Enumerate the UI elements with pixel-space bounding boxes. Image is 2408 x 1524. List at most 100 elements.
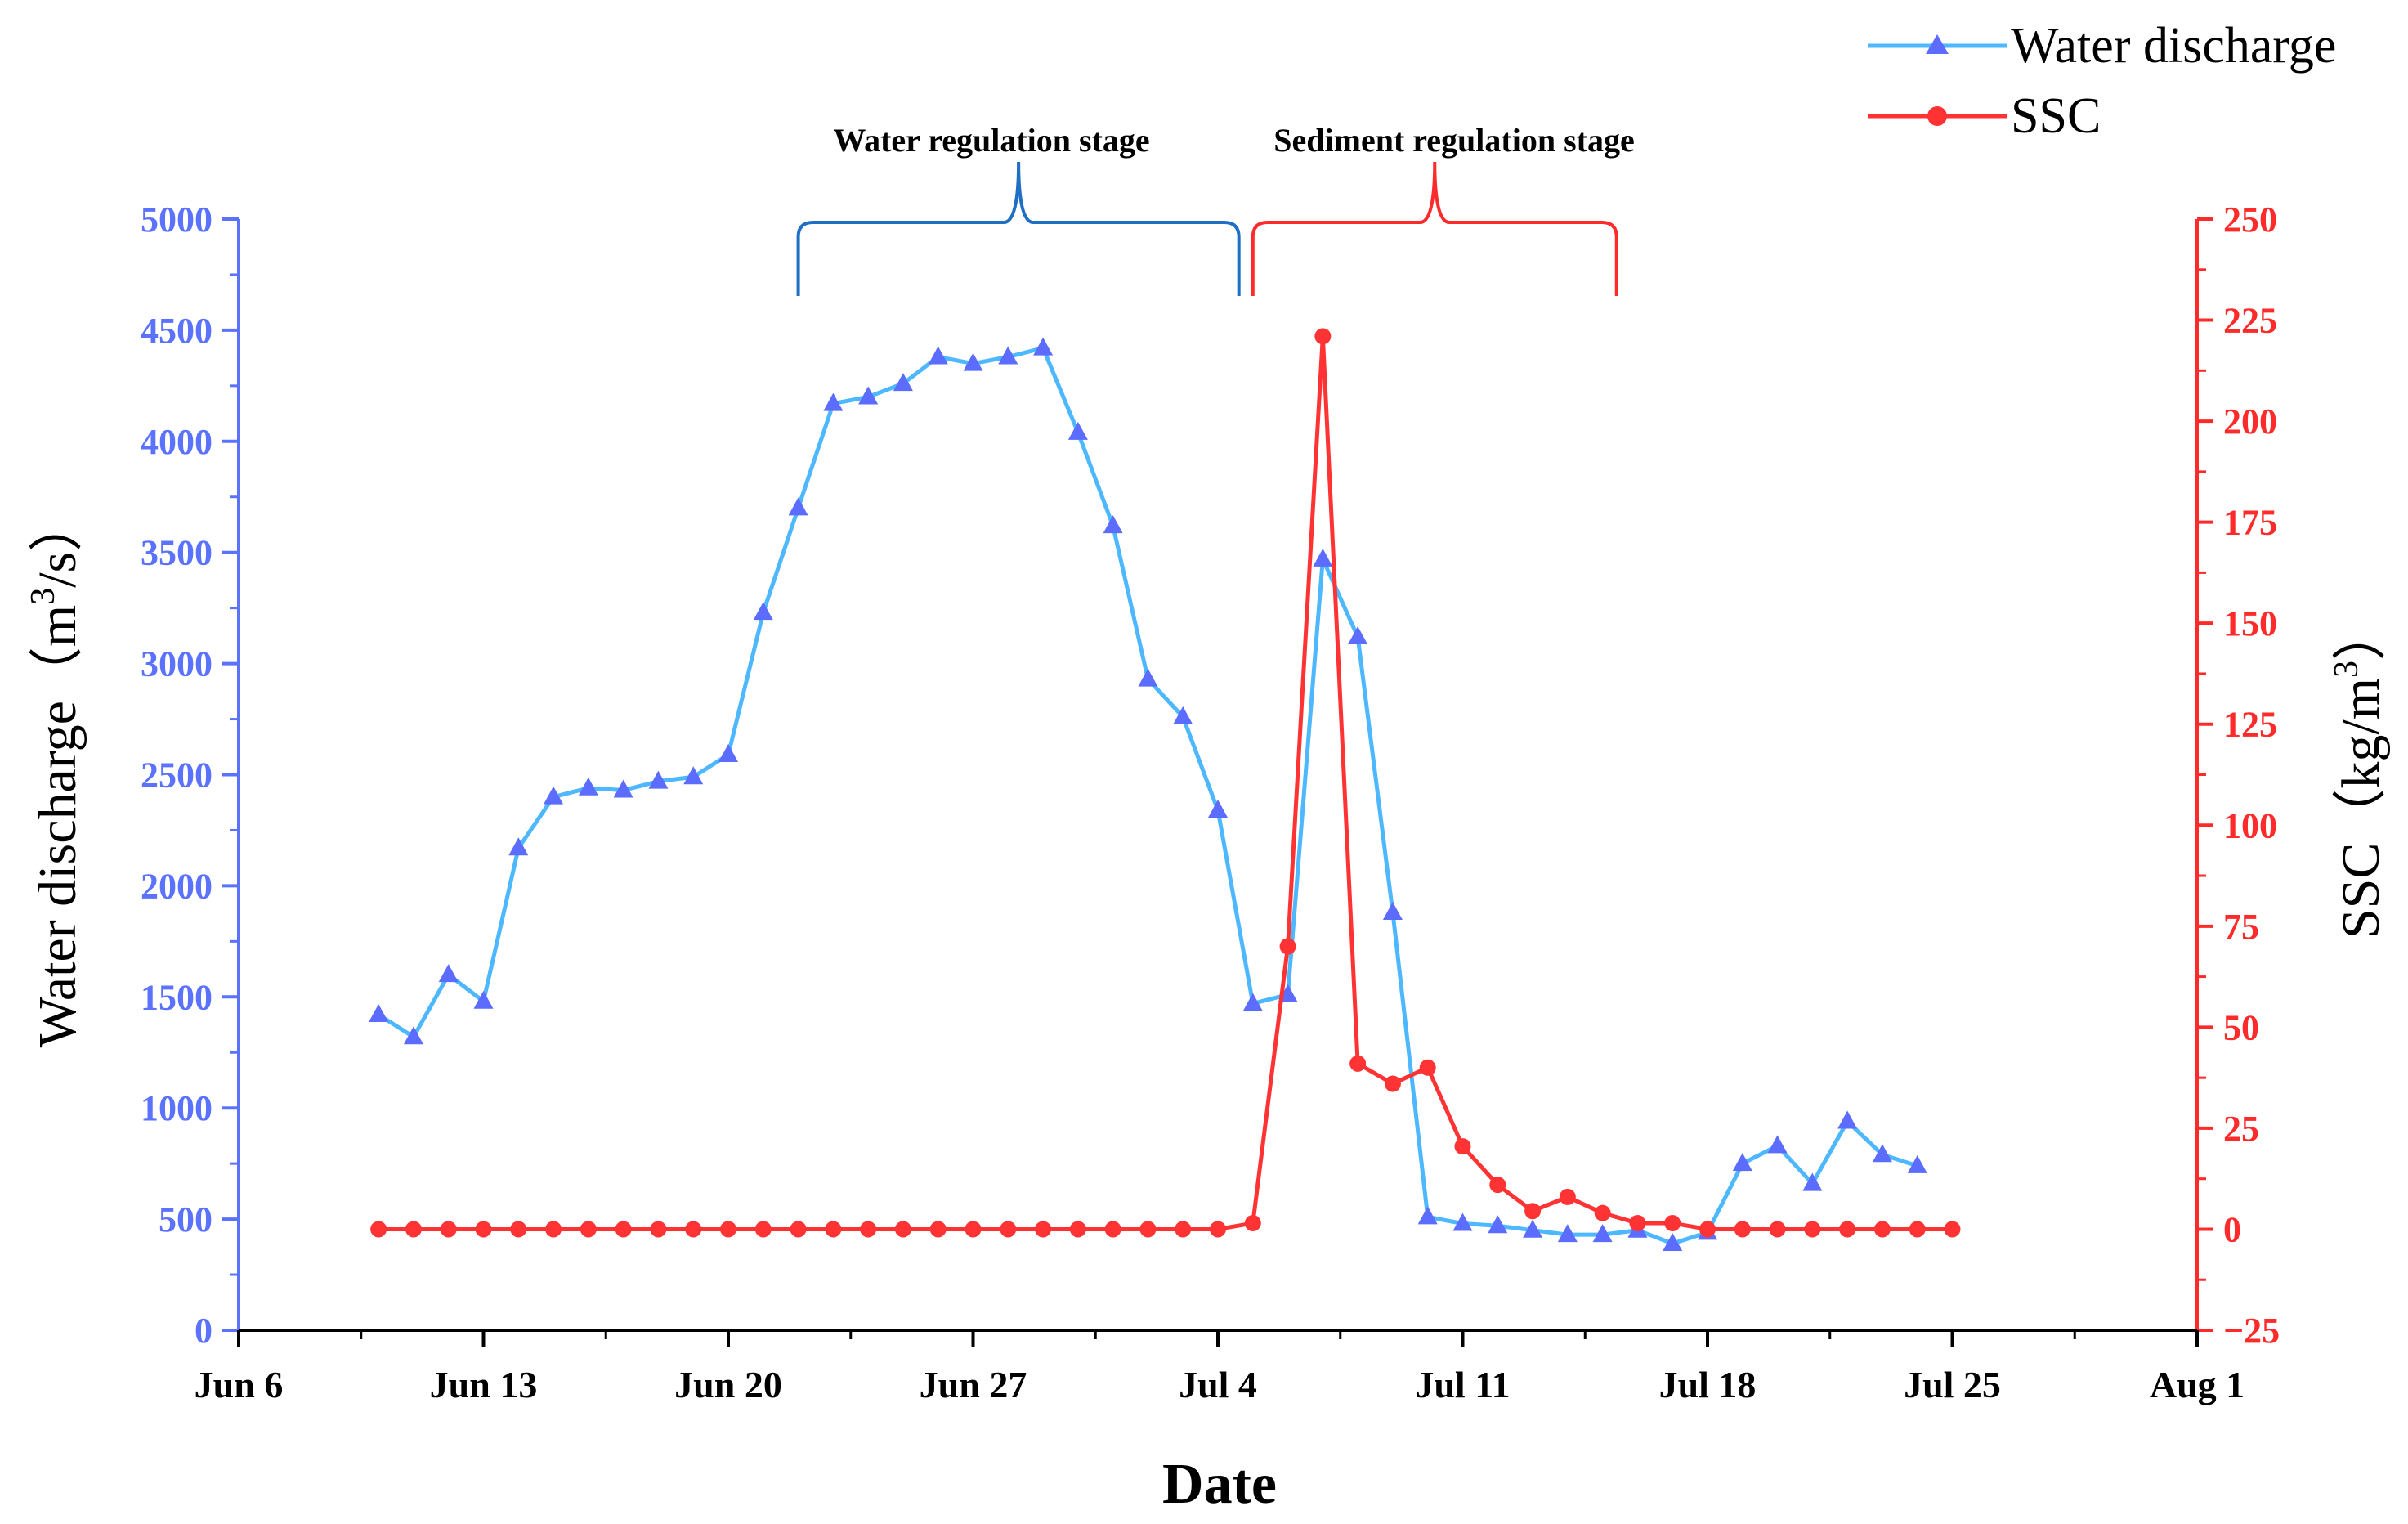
ssc-point bbox=[1210, 1221, 1226, 1238]
sediment-stage-label: Sediment regulation stage bbox=[1273, 122, 1634, 159]
right-tick-label: 200 bbox=[2223, 401, 2277, 442]
ssc-point bbox=[1069, 1221, 1086, 1238]
water-discharge-point bbox=[1452, 1212, 1473, 1231]
ssc-point bbox=[1839, 1221, 1856, 1238]
left-tick-label: 1000 bbox=[141, 1088, 213, 1128]
ssc-point bbox=[1314, 328, 1332, 345]
water-discharge-point bbox=[578, 777, 598, 796]
series bbox=[369, 328, 1961, 1251]
ssc-point bbox=[650, 1221, 667, 1238]
left-axis-title: Water discharge（m3/s） bbox=[25, 498, 87, 1047]
water-discharge-point bbox=[1837, 1110, 1858, 1129]
water-discharge-point bbox=[1348, 625, 1368, 644]
ssc-point bbox=[929, 1221, 947, 1238]
water-discharge-point bbox=[1382, 902, 1403, 921]
ssc-point bbox=[1769, 1221, 1786, 1238]
water-discharge-point bbox=[648, 770, 669, 789]
water-discharge-point bbox=[1067, 421, 1088, 440]
ssc-point bbox=[1279, 938, 1296, 955]
ssc-point bbox=[1944, 1221, 1961, 1238]
water-discharge-point bbox=[788, 497, 808, 516]
water-discharge-point bbox=[1907, 1154, 1927, 1173]
ssc-point bbox=[894, 1221, 911, 1238]
water-discharge-point bbox=[1313, 548, 1333, 567]
water-discharge-point bbox=[1173, 706, 1193, 724]
ssc-point bbox=[1244, 1215, 1261, 1232]
water-discharge-line bbox=[377, 346, 1918, 1246]
left-tick-label: 500 bbox=[159, 1199, 213, 1239]
ssc-point bbox=[440, 1221, 457, 1238]
water-discharge-point bbox=[1417, 1206, 1438, 1225]
ssc-point bbox=[790, 1221, 807, 1238]
water-discharge-point bbox=[1663, 1232, 1683, 1251]
ssc-point bbox=[1804, 1221, 1821, 1238]
ssc-point bbox=[754, 1221, 772, 1238]
ssc-point bbox=[370, 1221, 387, 1238]
ssc-point bbox=[965, 1221, 982, 1238]
water-discharge-point bbox=[369, 1004, 389, 1023]
x-tick-label: Jul 25 bbox=[1904, 1364, 2001, 1405]
left-tick-label: 0 bbox=[195, 1311, 213, 1351]
ssc-point bbox=[405, 1221, 422, 1238]
water-discharge-point bbox=[1767, 1135, 1788, 1154]
ssc-point bbox=[1139, 1221, 1157, 1238]
water-discharge-point bbox=[1208, 799, 1228, 818]
ssc-point bbox=[475, 1221, 492, 1238]
stage-annotations: Water regulation stage Sediment regulati… bbox=[796, 122, 1635, 296]
right-tick-label: 0 bbox=[2223, 1209, 2241, 1249]
right-tick-label: 225 bbox=[2223, 301, 2277, 341]
water-discharge-point bbox=[613, 779, 633, 798]
ssc-point bbox=[1909, 1221, 1926, 1238]
water-stage-label: Water regulation stage bbox=[833, 122, 1149, 159]
x-tick-label: Jul 4 bbox=[1179, 1364, 1257, 1405]
right-axis-title: SSC（kg/m3） bbox=[2328, 607, 2391, 939]
water-discharge-point bbox=[1488, 1215, 1508, 1234]
right-tick-label: 150 bbox=[2223, 603, 2277, 643]
ssc-point bbox=[825, 1221, 842, 1238]
water-discharge-point bbox=[1872, 1144, 1892, 1163]
water-discharge-point bbox=[1242, 993, 1263, 1011]
water-discharge-point bbox=[1103, 515, 1123, 534]
right-tick-label: 25 bbox=[2223, 1109, 2259, 1149]
x-tick-label: Jul 18 bbox=[1659, 1364, 1757, 1405]
ssc-point bbox=[1734, 1221, 1751, 1238]
water-discharge-point bbox=[718, 744, 738, 763]
water-discharge-point bbox=[998, 346, 1018, 365]
right-tick-label: 125 bbox=[2223, 705, 2277, 745]
legend-water-label: Water discharge bbox=[2011, 18, 2336, 74]
ssc-point bbox=[615, 1221, 632, 1238]
ssc-point bbox=[1594, 1204, 1611, 1221]
ssc-point bbox=[1524, 1203, 1542, 1220]
x-tick-label: Jun 20 bbox=[674, 1364, 782, 1405]
x-axis-title: Date bbox=[1162, 1453, 1277, 1516]
left-tick-label: 4500 bbox=[141, 311, 213, 351]
ssc-point bbox=[685, 1221, 702, 1238]
ssc-point bbox=[1035, 1221, 1052, 1238]
x-tick-label: Jun 27 bbox=[920, 1364, 1027, 1405]
water-discharge-point bbox=[1802, 1172, 1823, 1191]
ssc-point bbox=[1419, 1059, 1436, 1076]
right-tick-label: 50 bbox=[2223, 1007, 2259, 1047]
ssc-point bbox=[1559, 1188, 1576, 1205]
left-tick-label: 1500 bbox=[141, 977, 213, 1017]
right-tick-label: 100 bbox=[2223, 805, 2277, 845]
ssc-point bbox=[1664, 1215, 1681, 1232]
legend-ssc-marker bbox=[1927, 106, 1947, 126]
right-tick-label: 250 bbox=[2223, 199, 2277, 240]
ssc-point bbox=[1489, 1177, 1506, 1194]
left-tick-label: 2500 bbox=[141, 755, 213, 796]
ssc-point bbox=[1104, 1221, 1121, 1238]
left-tick-label: 2000 bbox=[141, 866, 213, 906]
x-tick-label: Jun 6 bbox=[195, 1364, 284, 1405]
water-discharge-point bbox=[858, 386, 879, 405]
axes: 0500100015002000250030003500400045005000… bbox=[141, 199, 2280, 1405]
water-discharge-point bbox=[1033, 337, 1054, 356]
ssc-point bbox=[1000, 1221, 1017, 1238]
left-tick-label: 3000 bbox=[141, 644, 213, 684]
water-discharge-point bbox=[893, 373, 913, 392]
legend: Water discharge SSC bbox=[1868, 18, 2336, 144]
ssc-point bbox=[580, 1221, 597, 1238]
x-tick-label: Jul 11 bbox=[1415, 1364, 1510, 1405]
ssc-point bbox=[510, 1221, 527, 1238]
